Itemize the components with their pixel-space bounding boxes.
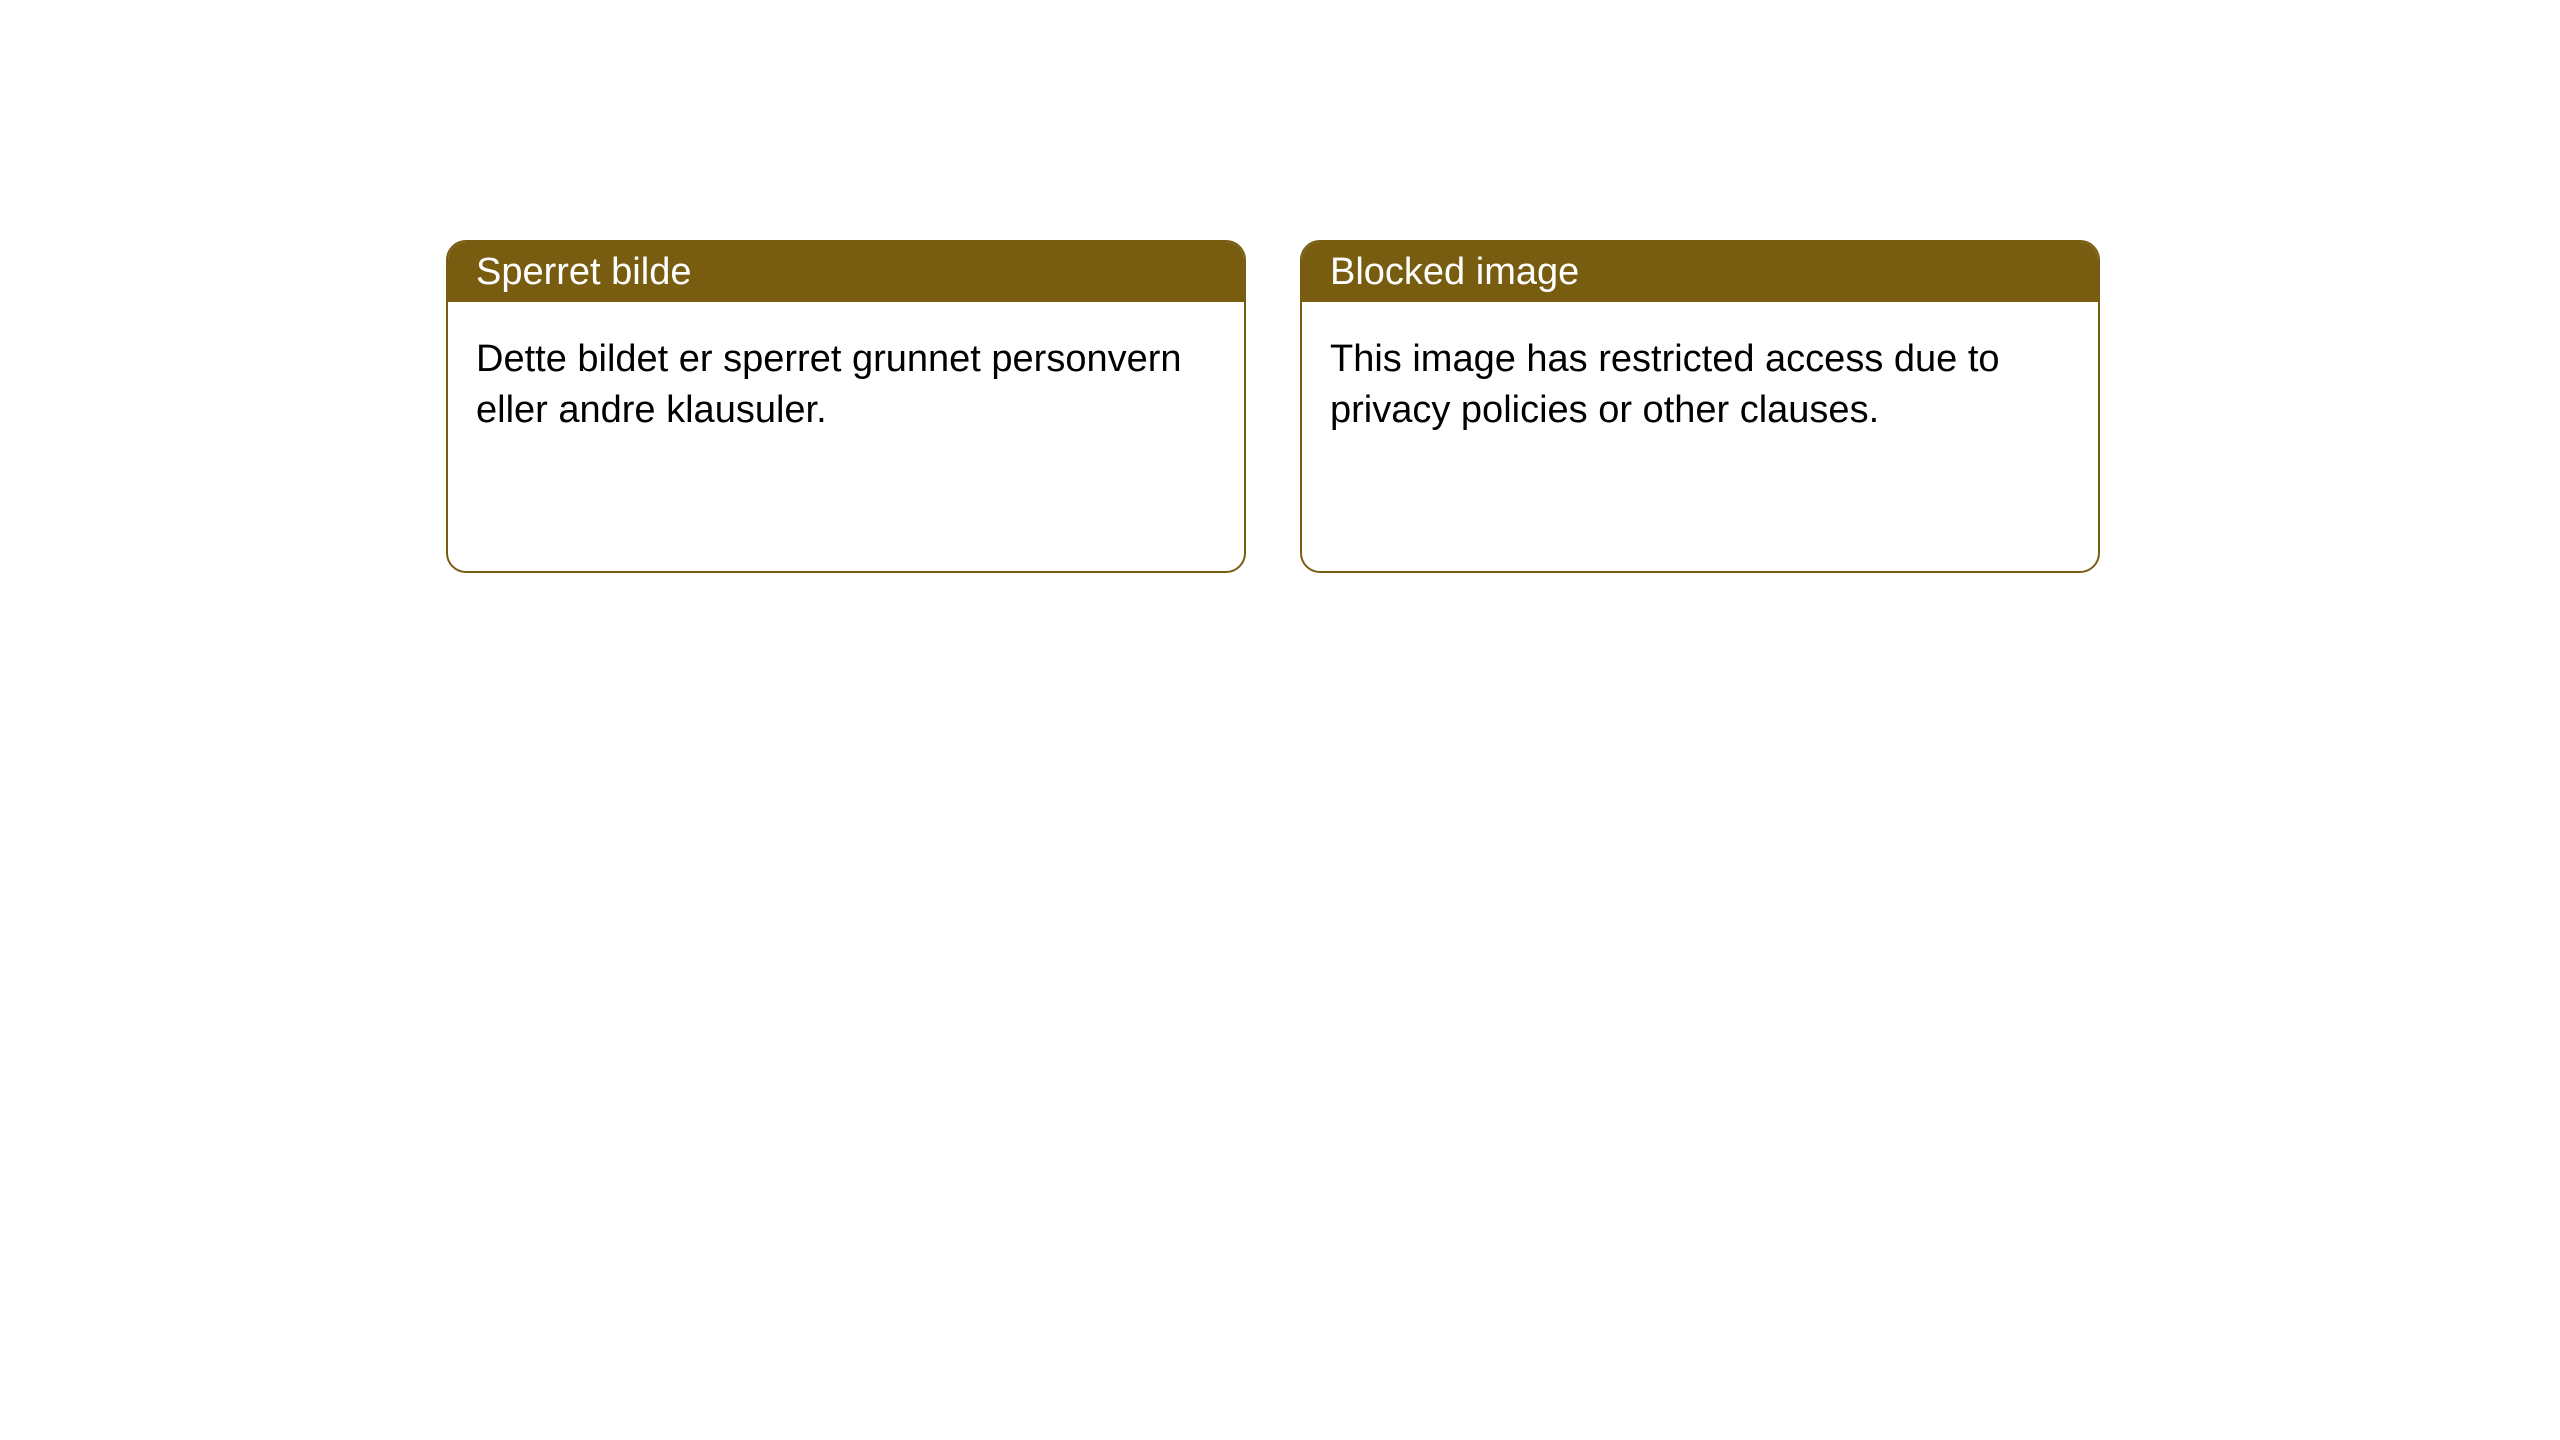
notice-container: Sperret bilde Dette bildet er sperret gr… <box>0 0 2560 573</box>
notice-body: This image has restricted access due to … <box>1302 302 2098 469</box>
notice-title: Blocked image <box>1330 251 1579 294</box>
notice-card-english: Blocked image This image has restricted … <box>1300 240 2100 573</box>
notice-card-norwegian: Sperret bilde Dette bildet er sperret gr… <box>446 240 1246 573</box>
notice-body-text: Dette bildet er sperret grunnet personve… <box>476 338 1182 431</box>
notice-body-text: This image has restricted access due to … <box>1330 338 2000 431</box>
notice-title: Sperret bilde <box>476 251 691 294</box>
notice-header: Blocked image <box>1302 242 2098 302</box>
notice-body: Dette bildet er sperret grunnet personve… <box>448 302 1244 469</box>
notice-header: Sperret bilde <box>448 242 1244 302</box>
